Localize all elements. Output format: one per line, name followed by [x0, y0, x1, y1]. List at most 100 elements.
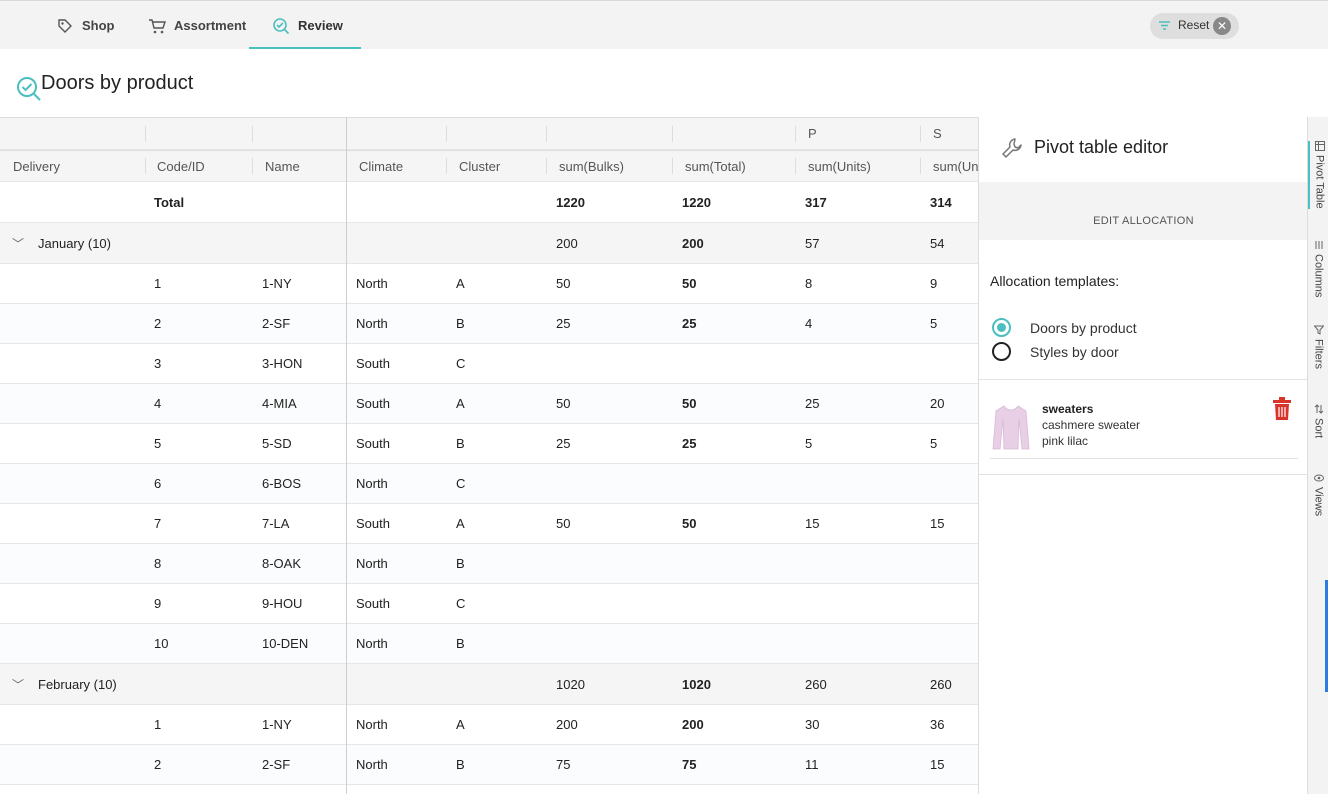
- col-header-bulks[interactable]: sum(Bulks): [559, 158, 625, 174]
- cell-climate: South: [356, 436, 390, 451]
- table-row[interactable]: 9 9-HOU South C: [0, 584, 978, 624]
- tab-shop-label: Shop: [82, 18, 115, 33]
- cell-total: 50: [682, 396, 697, 411]
- sort-icon: [1314, 404, 1323, 414]
- cell-units-s: 9: [930, 276, 938, 291]
- cell-id: 3: [154, 356, 162, 371]
- group-row-january[interactable]: ﹀ January (10) 200 200 57 54: [0, 223, 978, 264]
- col-header-code[interactable]: Code/ID: [157, 158, 205, 174]
- side-tab-label: Sort: [1312, 418, 1325, 439]
- tab-assortment[interactable]: Assortment: [140, 1, 254, 50]
- header-separator: [920, 158, 921, 174]
- total-total: 1220: [682, 194, 711, 210]
- table-row[interactable]: 2 2-SF North B 75 75 11 15: [0, 745, 978, 785]
- filter-icon: [1313, 325, 1324, 335]
- side-tab-filters[interactable]: Filters: [1308, 325, 1328, 369]
- divider: [979, 379, 1308, 380]
- chevron-down-icon[interactable]: ﹀: [12, 677, 25, 692]
- edit-allocation-button[interactable]: EDIT ALLOCATION: [979, 182, 1308, 240]
- col-header-cluster[interactable]: Cluster: [459, 158, 501, 174]
- chevron-down-icon[interactable]: ﹀: [12, 236, 25, 251]
- cell-units-p: 11: [805, 757, 819, 772]
- check-search-icon: [17, 77, 41, 101]
- cell-id: 4: [154, 396, 162, 411]
- col-header-units-p[interactable]: sum(Units): [808, 158, 871, 174]
- side-tab-views[interactable]: Views: [1308, 473, 1328, 516]
- divider: [979, 474, 1308, 475]
- cell-units-p: 5: [805, 436, 813, 451]
- total-label: Total: [154, 194, 185, 210]
- cell-bulks: 75: [556, 757, 571, 772]
- page-title: Doors by product: [41, 72, 194, 94]
- cell-climate: North: [356, 717, 388, 732]
- total-row: Total 1220 1220 317 314: [0, 182, 978, 223]
- table-row[interactable]: 4 4-MIA South A 50 50 25 20: [0, 384, 978, 424]
- cell-total: 50: [682, 276, 697, 291]
- product-card[interactable]: sweaters cashmere sweater pink lilac: [990, 397, 1298, 459]
- cell-units-p: 30: [805, 717, 820, 732]
- table-row[interactable]: 1 1-NY North A 50 50 8 9: [0, 264, 978, 304]
- radio-label-doors-by-product[interactable]: Doors by product: [1030, 320, 1137, 336]
- cell-name: 2-SF: [262, 757, 291, 772]
- side-tab-label: Pivot Table: [1313, 155, 1326, 209]
- cell-id: 2: [154, 316, 162, 331]
- cell-id: 9: [154, 596, 162, 611]
- total-units-p: 317: [805, 194, 827, 210]
- radio-doors-by-product[interactable]: [992, 318, 1011, 337]
- table-row[interactable]: [0, 785, 978, 794]
- col-header-units-s[interactable]: sum(Un: [933, 158, 978, 174]
- group-header-row: P S: [0, 118, 978, 150]
- col-header-climate[interactable]: Climate: [359, 158, 404, 174]
- table-row[interactable]: 3 3-HON South C: [0, 344, 978, 384]
- table-row[interactable]: 6 6-BOS North C: [0, 464, 978, 504]
- table-row[interactable]: 1 1-NY North A 200 200 30 36: [0, 705, 978, 745]
- cell-total: 25: [682, 316, 697, 331]
- cell-units-s: 36: [930, 717, 945, 732]
- group-units-s: 54: [930, 235, 945, 251]
- tab-review[interactable]: Review: [264, 1, 351, 50]
- group-row-february[interactable]: ﹀ February (10) 1020 1020 260 260: [0, 664, 978, 705]
- table-row[interactable]: 10 10-DEN North B: [0, 624, 978, 664]
- side-tab-sort[interactable]: Sort: [1308, 404, 1328, 438]
- group-total: 1020: [682, 676, 711, 692]
- close-icon[interactable]: ✕: [1213, 17, 1231, 35]
- cell-name: 9-HOU: [262, 596, 303, 611]
- cell-total: 50: [682, 516, 697, 531]
- side-tab-columns[interactable]: Columns: [1308, 240, 1328, 297]
- trash-icon[interactable]: [1272, 397, 1292, 421]
- product-color: pink lilac: [1042, 434, 1089, 448]
- table-row[interactable]: 2 2-SF North B 25 25 4 5: [0, 304, 978, 344]
- cell-name: 6-BOS: [262, 476, 302, 491]
- cell-climate: North: [356, 636, 388, 651]
- check-search-icon: [273, 17, 290, 34]
- cell-id: 7: [154, 516, 162, 531]
- column-separator: [346, 118, 347, 794]
- header-separator: [795, 158, 796, 174]
- filter-icon: [1159, 21, 1170, 30]
- cell-climate: South: [356, 516, 390, 531]
- tab-shop[interactable]: Shop: [48, 1, 123, 50]
- total-bulks: 1220: [556, 194, 585, 210]
- header-separator: [672, 126, 673, 142]
- radio-label-styles-by-door[interactable]: Styles by door: [1030, 344, 1119, 360]
- col-header-total[interactable]: sum(Total): [685, 158, 746, 174]
- radio-styles-by-door[interactable]: [992, 342, 1011, 361]
- sweater-thumbnail: [992, 405, 1030, 450]
- scrollbar-indicator[interactable]: [1325, 580, 1328, 692]
- cell-cluster: B: [456, 757, 465, 772]
- cell-name: 5-SD: [262, 436, 292, 451]
- group-units-p: 260: [805, 676, 827, 692]
- col-header-delivery[interactable]: Delivery: [13, 158, 60, 174]
- cart-icon: [149, 18, 166, 33]
- table-row[interactable]: 7 7-LA South A 50 50 15 15: [0, 504, 978, 544]
- table-row[interactable]: 5 5-SD South B 25 25 5 5: [0, 424, 978, 464]
- tab-review-label: Review: [298, 18, 343, 33]
- table-row[interactable]: 8 8-OAK North B: [0, 544, 978, 584]
- col-header-name[interactable]: Name: [265, 158, 300, 174]
- cell-units-s: 5: [930, 436, 938, 451]
- header-separator: [446, 126, 447, 142]
- reset-chip[interactable]: Reset ✕: [1150, 13, 1239, 39]
- top-nav: Shop Assortment Review Reset ✕: [0, 0, 1328, 49]
- side-tab-pivot-table[interactable]: Pivot Table: [1308, 141, 1328, 209]
- cell-climate: North: [356, 316, 388, 331]
